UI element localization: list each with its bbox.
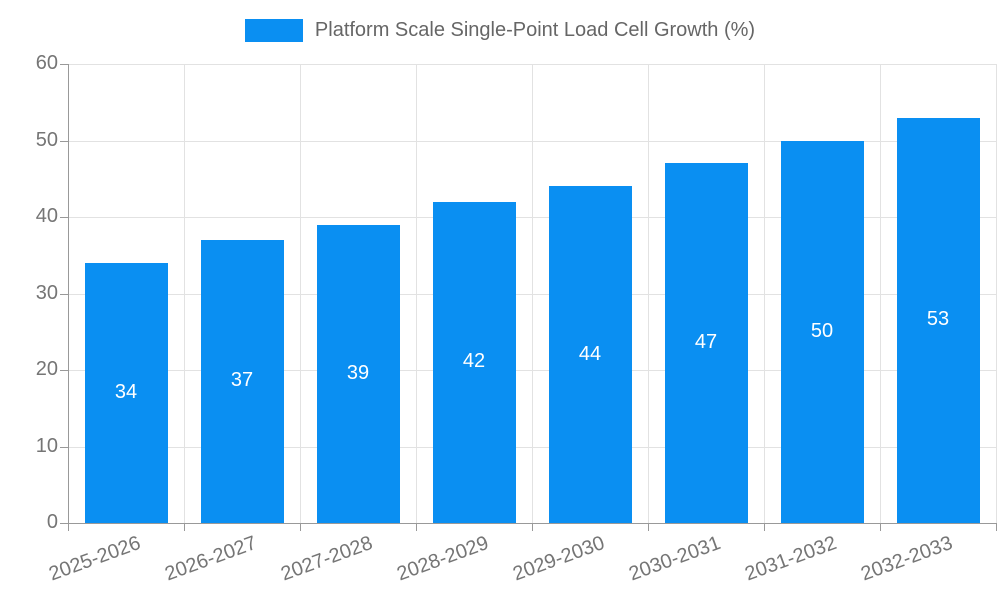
y-axis-tick-label: 60 bbox=[35, 52, 58, 74]
gridline-vertical bbox=[300, 64, 301, 523]
y-axis-tick-label: 30 bbox=[35, 281, 58, 304]
gridline-vertical bbox=[996, 64, 997, 523]
legend-label: Platform Scale Single-Point Load Cell Gr… bbox=[314, 18, 756, 41]
legend-item[interactable]: Platform Scale Single-Point Load Cell Gr… bbox=[0, 16, 1000, 44]
x-axis-tick bbox=[648, 523, 649, 531]
bar-2030-2031[interactable] bbox=[664, 163, 748, 523]
y-axis-tick bbox=[60, 140, 68, 142]
y-axis-tick bbox=[60, 293, 68, 295]
gridline-vertical bbox=[880, 64, 881, 523]
y-axis-tick-label: 10 bbox=[35, 434, 58, 457]
x-axis-tick-label: 2026-2027 bbox=[162, 532, 260, 586]
y-axis-tick bbox=[60, 370, 68, 371]
x-axis-tick bbox=[300, 523, 301, 531]
y-axis-tick bbox=[60, 523, 68, 524]
x-axis-tick-label: 2027-2028 bbox=[278, 532, 376, 586]
gridline-vertical bbox=[184, 64, 185, 523]
x-axis-tick-label: 2025-2026 bbox=[46, 532, 144, 586]
x-axis-tick bbox=[764, 523, 765, 531]
x-axis-tick bbox=[68, 523, 69, 531]
x-axis-tick-label: 2032-2033 bbox=[858, 532, 956, 586]
bar-2025-2026[interactable] bbox=[84, 262, 168, 523]
x-axis-tick-label: 2031-2032 bbox=[742, 532, 840, 586]
gridline-vertical bbox=[532, 64, 533, 523]
bar-2031-2032[interactable] bbox=[780, 140, 864, 523]
bar-2029-2030[interactable] bbox=[548, 186, 632, 523]
gridline-vertical bbox=[416, 64, 417, 523]
y-axis-tick bbox=[60, 446, 68, 448]
x-axis-tick-label: 2030-2031 bbox=[626, 532, 724, 586]
y-axis-tick bbox=[60, 217, 68, 218]
y-axis-tick-label: 50 bbox=[35, 128, 58, 151]
y-axis-tick-label: 0 bbox=[46, 511, 58, 533]
x-axis-tick bbox=[880, 523, 881, 531]
x-axis-tick-label: 2028-2029 bbox=[394, 532, 492, 586]
plot-area: 34 37 39 42 44 47 50 53 bbox=[68, 64, 997, 523]
x-axis-tick bbox=[416, 523, 417, 531]
y-axis-tick-label: 20 bbox=[35, 358, 58, 380]
gridline-vertical bbox=[648, 64, 649, 523]
y-axis-tick-label: 40 bbox=[35, 205, 58, 227]
bar-2028-2029[interactable] bbox=[432, 201, 516, 523]
bar-2027-2028[interactable] bbox=[316, 224, 400, 523]
bar-2032-2033[interactable] bbox=[896, 117, 980, 523]
legend-swatch bbox=[244, 18, 303, 42]
bar-2026-2027[interactable] bbox=[200, 239, 284, 523]
x-axis-tick bbox=[532, 523, 533, 531]
y-axis-line bbox=[68, 64, 69, 524]
y-axis-tick bbox=[60, 64, 68, 65]
gridline-vertical bbox=[764, 64, 765, 523]
x-axis-tick bbox=[996, 523, 997, 531]
x-axis-tick-label: 2029-2030 bbox=[510, 532, 608, 586]
x-axis-tick bbox=[184, 523, 185, 531]
